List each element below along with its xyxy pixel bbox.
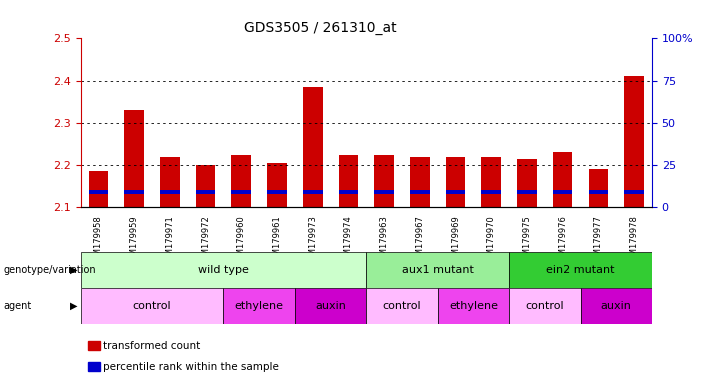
Bar [124, 110, 144, 207]
Text: ein2 mutant: ein2 mutant [546, 265, 615, 275]
Text: aux1 mutant: aux1 mutant [402, 265, 474, 275]
Bar [509, 252, 652, 288]
Bar [374, 190, 394, 194]
Bar [517, 159, 537, 207]
Text: percentile rank within the sample: percentile rank within the sample [103, 362, 279, 372]
Bar [589, 169, 608, 207]
Bar [124, 190, 144, 194]
Text: ethylene: ethylene [449, 301, 498, 311]
Bar [625, 76, 644, 207]
Bar [339, 155, 358, 207]
Bar [231, 155, 251, 207]
Bar [88, 172, 108, 207]
Bar [366, 252, 509, 288]
Bar [160, 157, 179, 207]
Text: auxin: auxin [315, 301, 346, 311]
Bar [482, 157, 501, 207]
Text: ▶: ▶ [70, 265, 78, 275]
Bar [81, 252, 366, 288]
Bar [410, 190, 430, 194]
Bar [580, 288, 652, 324]
Bar [374, 155, 394, 207]
Bar [446, 157, 465, 207]
Title: GDS3505 / 261310_at: GDS3505 / 261310_at [244, 21, 397, 35]
Bar [589, 190, 608, 194]
Bar [160, 190, 179, 194]
Text: wild type: wild type [198, 265, 249, 275]
Bar [509, 288, 580, 324]
Bar [196, 190, 215, 194]
Bar [517, 190, 537, 194]
Text: control: control [526, 301, 564, 311]
Text: ethylene: ethylene [235, 301, 284, 311]
Bar [303, 87, 322, 207]
Text: ▶: ▶ [70, 301, 78, 311]
Text: control: control [132, 301, 171, 311]
Bar [196, 165, 215, 207]
Text: genotype/variation: genotype/variation [4, 265, 96, 275]
Bar [267, 190, 287, 194]
Bar [553, 190, 573, 194]
Bar [625, 190, 644, 194]
Bar [295, 288, 366, 324]
Text: agent: agent [4, 301, 32, 311]
Text: transformed count: transformed count [103, 341, 200, 351]
Bar [224, 288, 295, 324]
Bar [267, 163, 287, 207]
Bar [81, 288, 224, 324]
Bar [231, 190, 251, 194]
Bar [437, 288, 509, 324]
Bar [303, 190, 322, 194]
Bar [410, 157, 430, 207]
Bar [446, 190, 465, 194]
Bar [366, 288, 437, 324]
Bar [553, 152, 573, 207]
Bar [88, 190, 108, 194]
Text: control: control [383, 301, 421, 311]
Bar [339, 190, 358, 194]
Bar [482, 190, 501, 194]
Text: auxin: auxin [601, 301, 632, 311]
